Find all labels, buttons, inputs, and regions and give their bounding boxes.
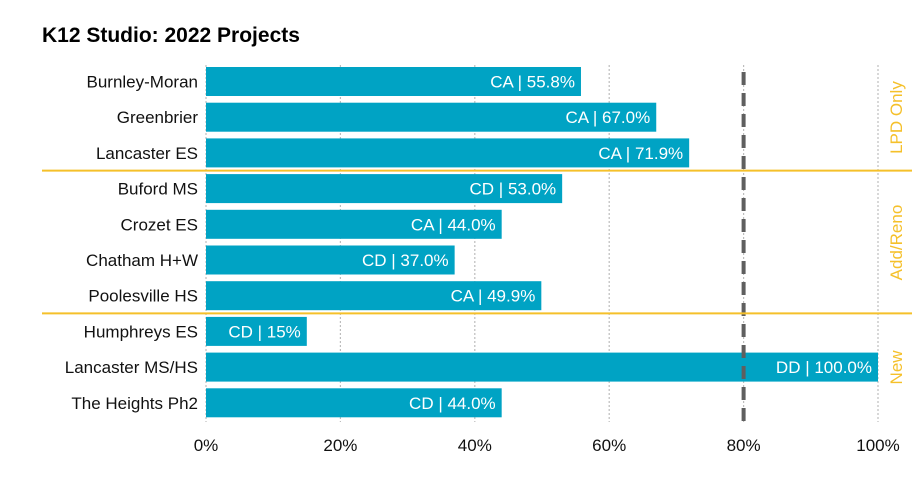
x-tick-label: 60% bbox=[592, 436, 626, 455]
category-label: Greenbrier bbox=[117, 108, 199, 127]
group-label: Add/Reno bbox=[887, 205, 906, 281]
data-label: CD | 37.0% bbox=[362, 251, 449, 270]
bar bbox=[206, 174, 563, 204]
chart-title: K12 Studio: 2022 Projects bbox=[42, 24, 300, 47]
category-label: Burnley-Moran bbox=[87, 73, 199, 92]
data-label: CA | 49.9% bbox=[451, 287, 536, 306]
data-label: CA | 67.0% bbox=[565, 108, 650, 127]
category-label: Poolesville HS bbox=[88, 287, 198, 306]
bar bbox=[206, 138, 690, 168]
bar bbox=[206, 209, 502, 239]
bar bbox=[206, 245, 455, 275]
x-tick-label: 80% bbox=[727, 436, 761, 455]
bar bbox=[206, 281, 542, 311]
category-label: Humphreys ES bbox=[84, 322, 198, 341]
category-label: Buford MS bbox=[118, 180, 198, 199]
x-tick-label: 100% bbox=[856, 436, 899, 455]
group-label: LPD Only bbox=[887, 81, 906, 154]
bar bbox=[206, 67, 581, 96]
data-label: CA | 44.0% bbox=[411, 215, 496, 234]
category-label: The Heights Ph2 bbox=[71, 394, 198, 413]
bar bbox=[206, 316, 307, 346]
category-label: Lancaster MS/HS bbox=[65, 358, 198, 377]
bar bbox=[206, 388, 502, 418]
x-tick-label: 40% bbox=[458, 436, 492, 455]
group-label: New bbox=[887, 350, 906, 385]
data-label: CD | 53.0% bbox=[470, 180, 557, 199]
bar bbox=[206, 352, 878, 382]
data-label: CD | 44.0% bbox=[409, 394, 496, 413]
data-label: CA | 71.9% bbox=[598, 144, 683, 163]
category-label: Chatham H+W bbox=[86, 251, 198, 270]
category-label: Lancaster ES bbox=[96, 144, 198, 163]
x-tick-label: 20% bbox=[323, 436, 357, 455]
data-label: DD | 100.0% bbox=[776, 358, 872, 377]
data-label: CA | 55.8% bbox=[490, 73, 575, 92]
x-tick-label: 0% bbox=[194, 436, 219, 455]
category-label: Crozet ES bbox=[121, 215, 198, 234]
bar bbox=[206, 102, 657, 132]
data-label: CD | 15% bbox=[228, 322, 300, 341]
